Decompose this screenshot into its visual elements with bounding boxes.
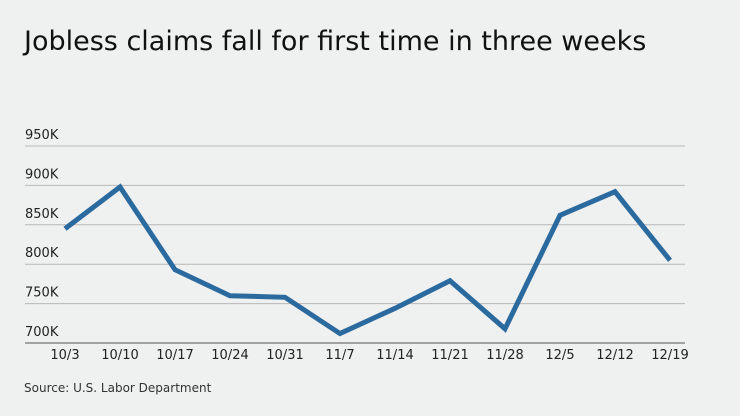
x-tick-label: 12/5 [545, 348, 574, 363]
y-tick-label: 800K [25, 246, 59, 261]
x-tick-label: 10/3 [50, 348, 79, 363]
x-tick-label: 11/28 [486, 348, 523, 363]
x-tick-label: 12/19 [651, 348, 688, 363]
source-note: Source: U.S. Labor Department [24, 381, 212, 395]
y-tick-label: 700K [25, 325, 59, 340]
x-tick-label: 12/12 [596, 348, 633, 363]
x-tick-label: 11/14 [376, 348, 413, 363]
x-tick-label: 11/7 [325, 348, 354, 363]
x-tick-label: 10/10 [101, 348, 138, 363]
x-tick-label: 10/24 [211, 348, 248, 363]
x-tick-label: 10/17 [156, 348, 193, 363]
x-tick-label: 11/21 [431, 348, 468, 363]
y-tick-label: 750K [25, 286, 59, 301]
data-line [63, 183, 672, 337]
y-tick-label: 850K [25, 207, 59, 222]
chart-title: Jobless claims fall for first time in th… [22, 26, 646, 57]
y-tick-label: 900K [25, 167, 59, 182]
y-tick-label: 950K [25, 128, 59, 143]
x-tick-label: 10/31 [266, 348, 303, 363]
